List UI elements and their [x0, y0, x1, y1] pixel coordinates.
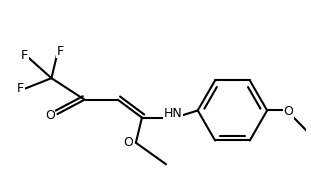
Text: O: O [123, 136, 133, 149]
Text: F: F [17, 82, 24, 95]
Text: F: F [21, 49, 28, 62]
Text: HN: HN [164, 107, 183, 120]
Text: O: O [45, 109, 55, 122]
Text: F: F [57, 45, 64, 58]
Text: O: O [284, 105, 294, 118]
